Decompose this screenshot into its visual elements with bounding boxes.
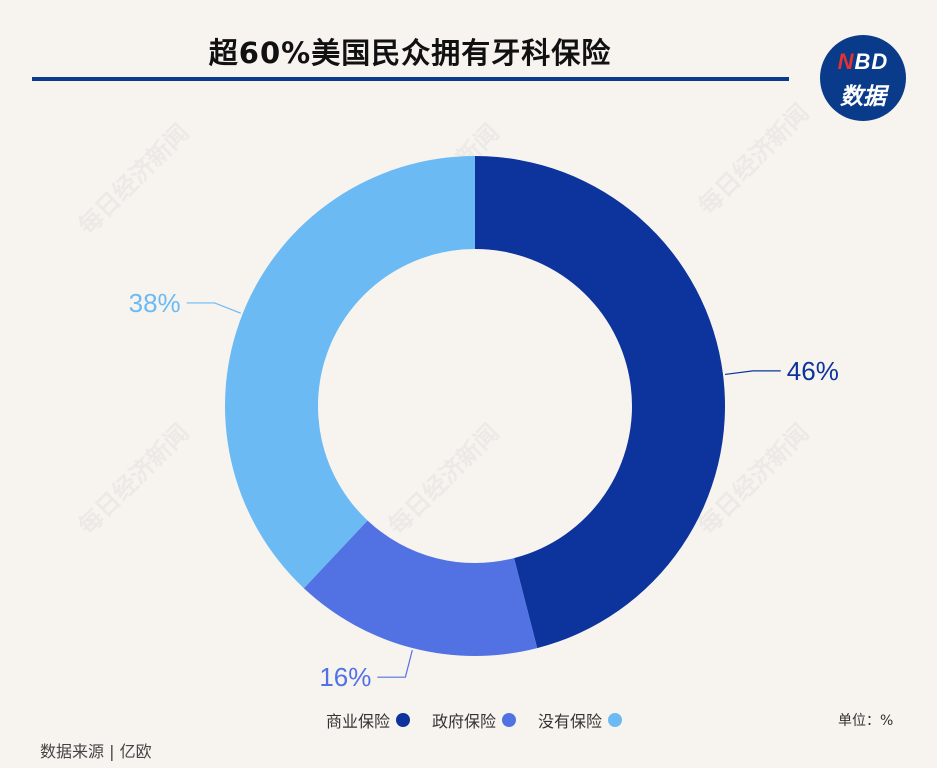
- leader-line: [186, 302, 241, 314]
- data-label: 38%: [129, 288, 181, 318]
- unit-label: 单位：%: [838, 713, 894, 729]
- data-source: 数据来源 | 亿欧: [40, 742, 152, 761]
- legend-label: 商业保险: [326, 712, 391, 731]
- legend-label: 没有保险: [538, 712, 603, 731]
- legend-swatch: [608, 713, 623, 727]
- legend-item: 政府保险: [432, 708, 517, 732]
- chart-title: 超60%美国民众拥有牙科保险: [208, 36, 612, 70]
- legend-swatch: [396, 713, 411, 727]
- donut-slice: [475, 156, 726, 649]
- legend-item: 没有保险: [538, 708, 623, 732]
- donut-slice: [303, 520, 538, 656]
- leader-line: [724, 370, 781, 376]
- data-label: 46%: [787, 356, 839, 386]
- data-label: 16%: [319, 662, 371, 692]
- donut-slice: [225, 156, 475, 589]
- legend-swatch: [502, 713, 517, 727]
- legend-item: 商业保险: [326, 708, 411, 732]
- title-underline: [32, 77, 789, 81]
- leader-line: [377, 649, 413, 678]
- legend: 商业保险 政府保险 没有保险: [326, 708, 623, 732]
- legend-label: 政府保险: [432, 712, 497, 731]
- nbd-logo: NBD 数据: [820, 35, 906, 121]
